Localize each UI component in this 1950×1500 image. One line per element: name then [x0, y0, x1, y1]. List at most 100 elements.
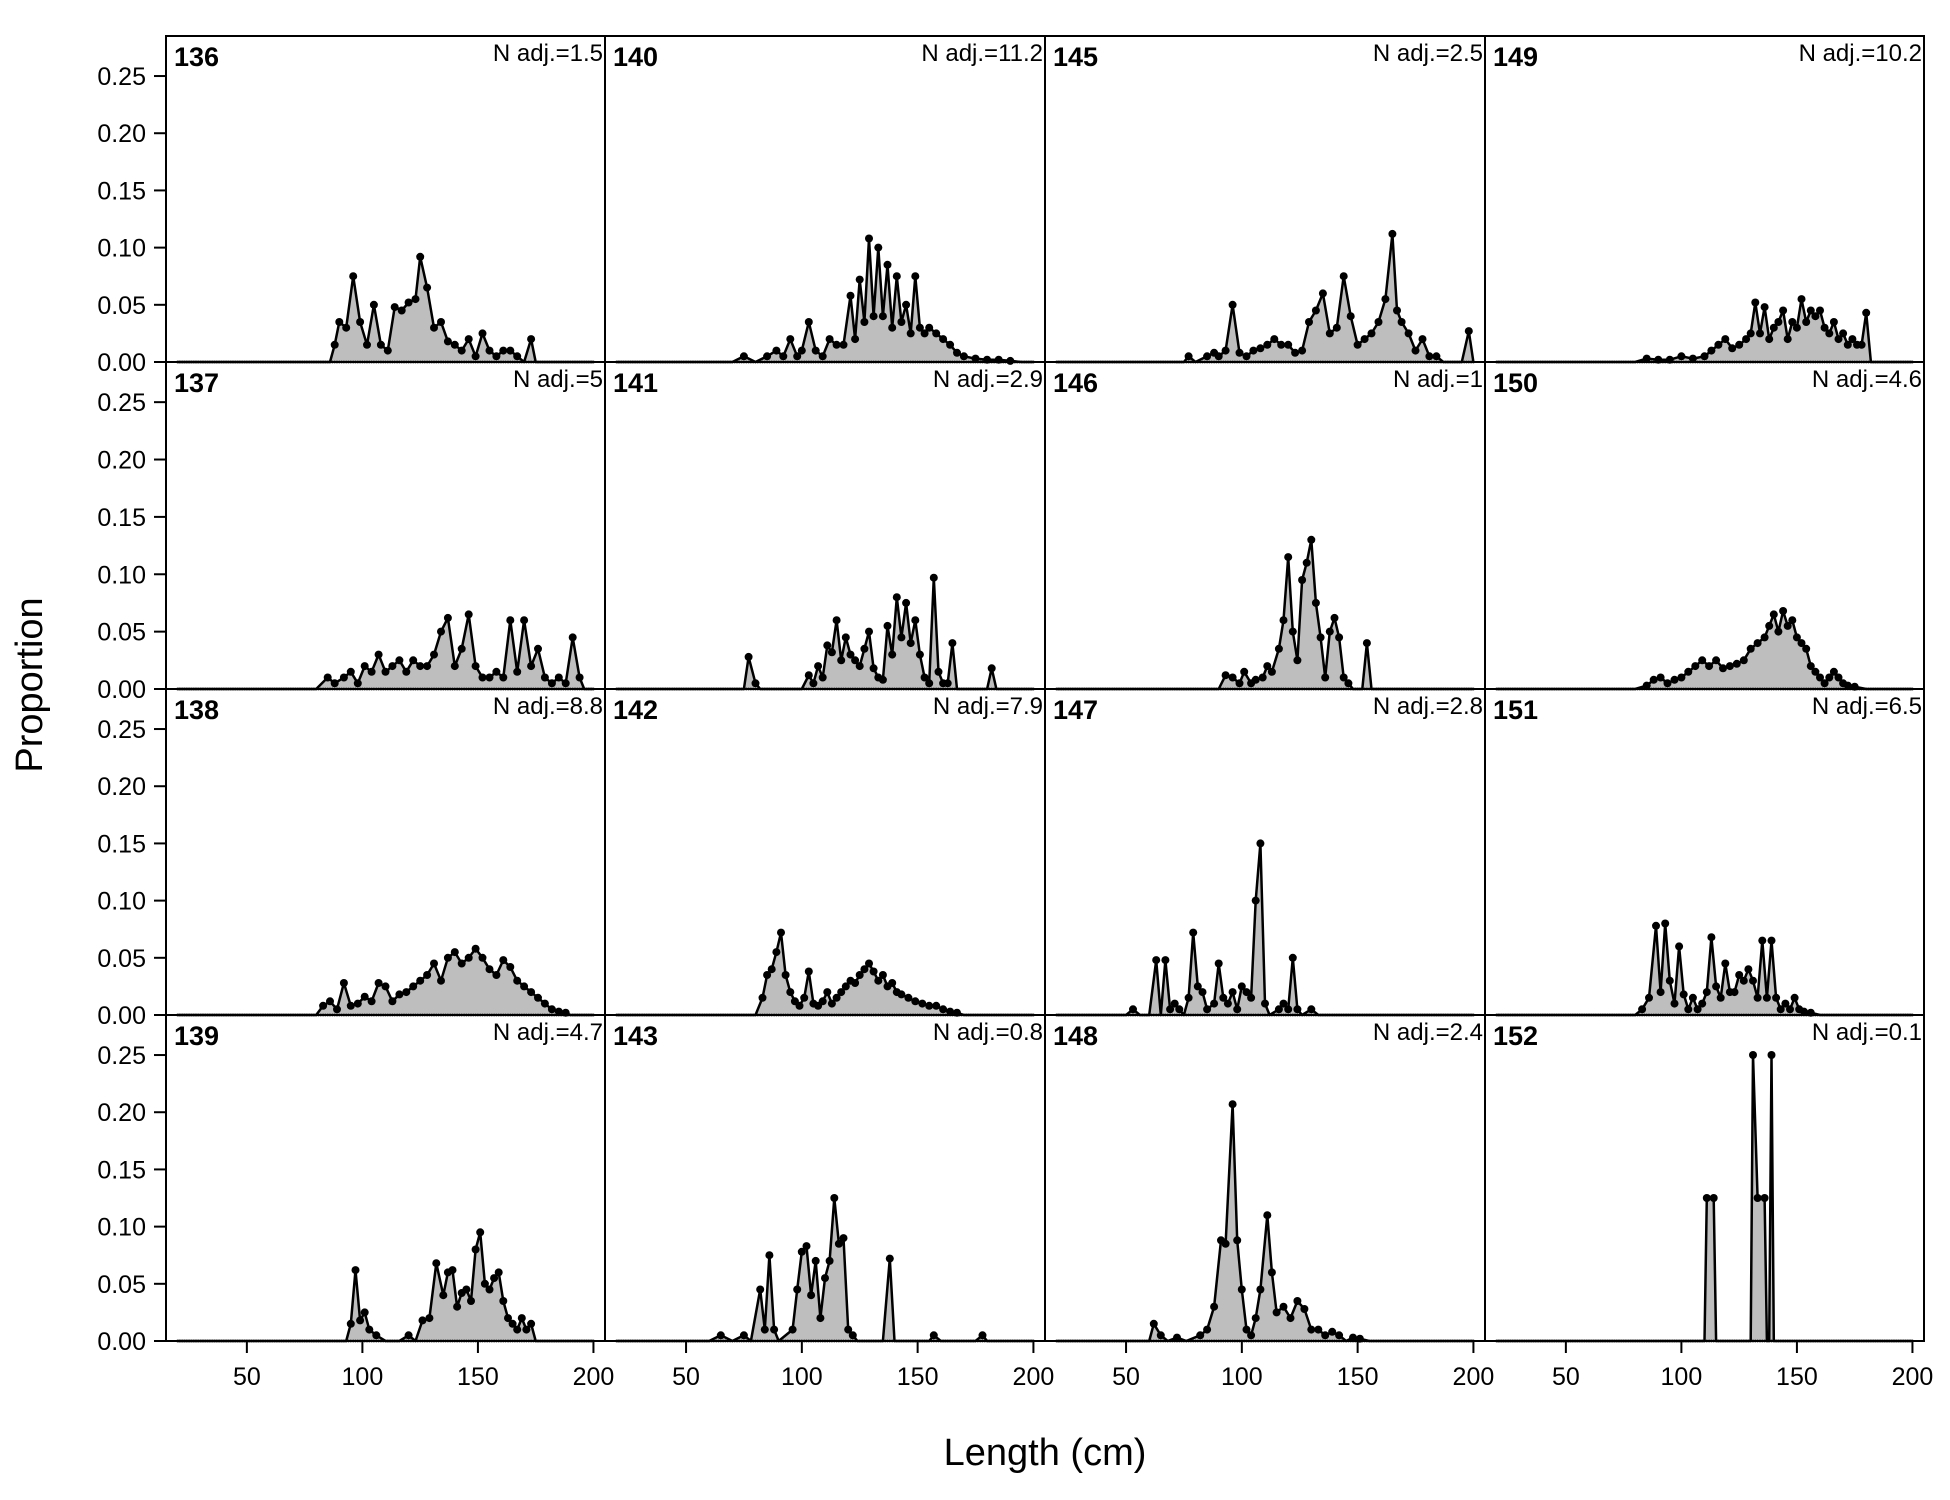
data-point: [744, 652, 753, 661]
data-point: [448, 1266, 457, 1275]
data-point: [499, 1297, 508, 1305]
data-point: [561, 679, 570, 688]
panel-id-146: 146: [1053, 368, 1098, 398]
data-point: [1684, 667, 1693, 676]
data-point: [383, 346, 392, 355]
data-point: [1353, 340, 1362, 349]
data-point: [374, 979, 383, 987]
data-point: [1393, 306, 1401, 315]
data-point: [339, 673, 348, 682]
data-point: [906, 639, 915, 648]
data-point: [1274, 1005, 1283, 1014]
data-point: [760, 1325, 769, 1334]
data-point: [816, 1314, 825, 1323]
data-point: [388, 662, 397, 671]
data-point: [381, 982, 390, 991]
series-line-140: [616, 237, 1034, 364]
x-tick-label: 200: [1013, 1363, 1055, 1391]
data-point: [869, 312, 878, 321]
data-point: [450, 662, 459, 671]
data-point: [959, 352, 968, 361]
data-point: [351, 1266, 360, 1275]
data-point: [920, 673, 929, 682]
data-point: [333, 1005, 341, 1014]
data-point: [911, 272, 920, 281]
y-axis-row-1: 0.00 0.05 0.10 0.15 0.20 0.25: [97, 63, 166, 377]
data-point: [841, 633, 850, 642]
data-point: [825, 1256, 834, 1265]
data-point: [1707, 933, 1716, 942]
x-tick-label: 100: [1221, 1363, 1263, 1391]
data-point: [423, 971, 432, 979]
data-point: [464, 610, 473, 619]
data-point: [1783, 621, 1792, 630]
data-point: [763, 352, 772, 361]
data-point: [376, 340, 385, 349]
data-point: [534, 644, 542, 653]
panel-frame-152: [1484, 1014, 1925, 1342]
data-point: [1302, 558, 1311, 567]
y-tick-label: 0.25: [97, 389, 146, 417]
data-point: [1735, 971, 1744, 979]
data-point: [1670, 675, 1679, 684]
data-point: [1404, 329, 1413, 338]
data-point: [1189, 928, 1198, 937]
data-point: [1679, 990, 1688, 999]
panel-139: 139 N adj.=4.7: [165, 1014, 606, 1343]
data-point: [1661, 919, 1670, 928]
data-point: [1843, 340, 1852, 349]
points-138: [176, 944, 595, 1017]
data-point: [1156, 1331, 1165, 1340]
data-point: [844, 1325, 853, 1334]
panel-id-151: 151: [1493, 695, 1538, 725]
data-point: [832, 340, 841, 349]
data-point: [330, 340, 339, 349]
data-point: [1732, 659, 1741, 668]
data-point: [388, 997, 397, 1006]
data-point: [1397, 318, 1406, 326]
data-point: [1242, 352, 1251, 361]
data-point: [326, 997, 334, 1006]
data-point: [425, 1314, 434, 1323]
data-point: [395, 990, 404, 999]
panel-frame-142: [604, 688, 1046, 1016]
data-point: [499, 346, 508, 355]
data-point: [888, 650, 897, 659]
x-axis-col-4: 50 100 150 200: [1552, 1341, 1933, 1391]
data-point: [1811, 667, 1820, 676]
data-point: [464, 953, 473, 962]
data-point: [878, 971, 887, 979]
data-point: [443, 337, 452, 346]
data-point: [1638, 1005, 1647, 1014]
data-point: [547, 679, 556, 688]
data-point: [1762, 993, 1771, 1002]
data-point: [1305, 318, 1313, 326]
data-point: [485, 346, 494, 355]
data-point: [372, 1331, 381, 1340]
data-point: [504, 1314, 512, 1323]
data-point: [802, 1242, 811, 1251]
data-point: [1311, 598, 1320, 607]
data-point: [430, 650, 438, 659]
data-point: [1783, 335, 1792, 344]
y-tick-label: 0.15: [97, 1156, 146, 1184]
data-point: [874, 243, 883, 252]
data-point: [953, 348, 961, 357]
panel-frame-149: [1484, 35, 1925, 363]
data-point: [478, 673, 487, 682]
panel-id-150: 150: [1493, 368, 1538, 398]
data-point: [1256, 344, 1265, 353]
data-point: [499, 956, 508, 965]
data-point: [1825, 329, 1834, 338]
panel-id-142: 142: [613, 695, 658, 725]
data-point: [554, 1007, 563, 1016]
data-point: [818, 997, 827, 1006]
data-point: [1349, 1333, 1357, 1342]
panel-frame-145: [1044, 35, 1486, 363]
x-tick-label: 150: [897, 1363, 939, 1391]
data-point: [339, 979, 348, 987]
data-point: [786, 988, 795, 997]
data-point: [1464, 327, 1473, 336]
data-point: [851, 335, 860, 344]
data-point: [1242, 1325, 1251, 1334]
